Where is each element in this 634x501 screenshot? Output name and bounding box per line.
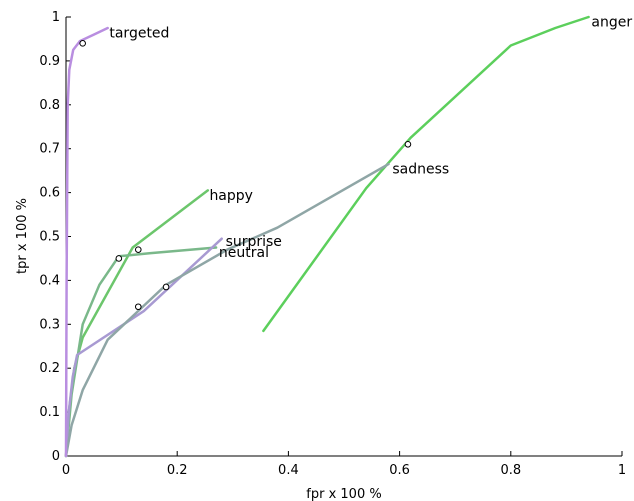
y-tick-label: 0.1 (39, 405, 60, 420)
y-tick-label: 0.7 (39, 142, 60, 157)
y-tick-label: 0.6 (39, 186, 60, 201)
series-label-sadness: sadness (392, 161, 449, 177)
series-label-targeted: targeted (109, 25, 169, 41)
series-label-anger: anger (591, 14, 632, 30)
operating-point-anger (404, 141, 412, 148)
series-line-anger (262, 15, 590, 333)
series-line-happy (64, 189, 210, 458)
y-tick-label: 0.9 (39, 54, 60, 69)
series-line-neutral (64, 246, 218, 458)
series-label-happy: happy (209, 188, 253, 204)
marker-layer (79, 40, 412, 311)
series-line-sadness (64, 162, 390, 458)
series-layer (64, 15, 590, 458)
y-tick-label: 0.3 (39, 317, 60, 332)
series-line-targeted (64, 26, 109, 458)
operating-point-sadness (162, 283, 170, 291)
y-tick-label: 0.8 (39, 98, 60, 113)
x-tick-label: 1 (618, 463, 626, 478)
x-tick-label: 0.2 (167, 463, 188, 478)
plot-frame (65, 17, 622, 457)
x-tick-label: 0.4 (278, 463, 299, 478)
series-label-neutral: neutral (219, 245, 269, 261)
y-tick-label: 0 (52, 449, 60, 464)
x-axis-label: fpr x 100 % (306, 487, 381, 501)
y-axis-label: tpr x 100 % (15, 198, 30, 274)
x-tick-label: 0.6 (389, 463, 410, 478)
y-tick-label: 1 (52, 10, 60, 25)
y-tick-label: 0.2 (39, 361, 60, 376)
x-tick-label: 0.8 (500, 463, 521, 478)
y-tick-label: 0.5 (39, 230, 60, 245)
series-line-surprise (64, 237, 223, 458)
x-ticks: 0 0.2 0.4 0.6 0.8 1 (62, 451, 626, 478)
y-tick-label: 0.4 (39, 273, 60, 288)
operating-point-happy (134, 246, 142, 253)
operating-point-targeted (79, 40, 86, 47)
x-tick-label: 0 (62, 463, 70, 478)
operating-point-surprise (134, 303, 142, 311)
operating-point-neutral (115, 255, 123, 262)
series-label-surprise: surprise (226, 234, 282, 250)
